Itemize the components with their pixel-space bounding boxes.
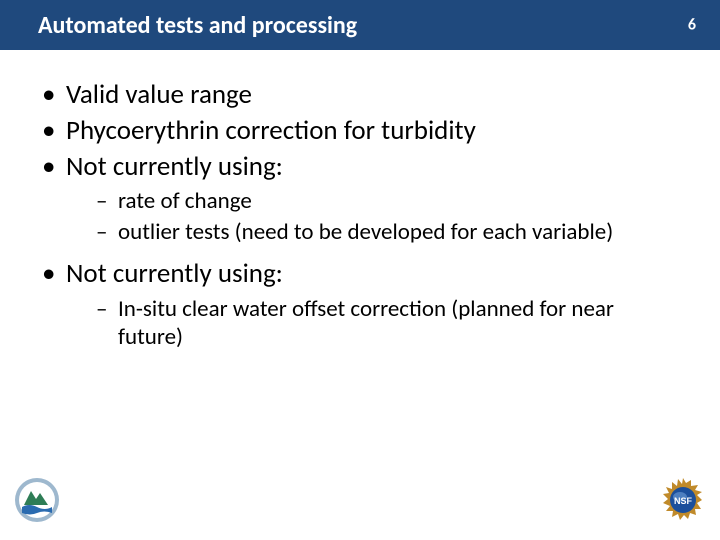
footer-logo-left: [14, 477, 60, 528]
bullet-text: rate of change: [118, 187, 252, 215]
list-item: outlier tests (need to be developed for …: [66, 218, 682, 247]
list-item: Valid value range: [38, 78, 682, 112]
bullet-text: Phycoerythrin correction for turbidity: [66, 114, 476, 147]
bullet-text: Not currently using:: [66, 150, 283, 183]
slide-content: Valid value range Phycoerythrin correcti…: [0, 50, 720, 352]
bullet-list: Valid value range Phycoerythrin correcti…: [38, 78, 682, 352]
cmop-logo-icon: [14, 477, 60, 523]
slide-header: Automated tests and processing 6: [0, 0, 720, 50]
nsf-logo-icon: NSF: [660, 477, 706, 523]
page-number: 6: [688, 16, 696, 35]
list-item: rate of change: [66, 187, 682, 216]
list-item: In-situ clear water offset correction (p…: [66, 295, 682, 353]
list-item: Not currently using: In-situ clear water…: [38, 257, 682, 352]
bullet-text: In-situ clear water offset correction (p…: [118, 295, 614, 352]
sub-bullet-list: rate of change outlier tests (need to be…: [66, 187, 682, 247]
list-item: Phycoerythrin correction for turbidity: [38, 114, 682, 148]
bullet-text: Not currently using:: [66, 257, 283, 290]
bullet-text: Valid value range: [66, 78, 252, 111]
svg-text:NSF: NSF: [674, 496, 693, 506]
bullet-text: outlier tests (need to be developed for …: [118, 218, 613, 246]
sub-bullet-list: In-situ clear water offset correction (p…: [66, 295, 682, 353]
slide-title: Automated tests and processing: [38, 11, 357, 40]
footer-logo-right: NSF: [660, 477, 706, 528]
list-item: Not currently using: rate of change outl…: [38, 150, 682, 247]
